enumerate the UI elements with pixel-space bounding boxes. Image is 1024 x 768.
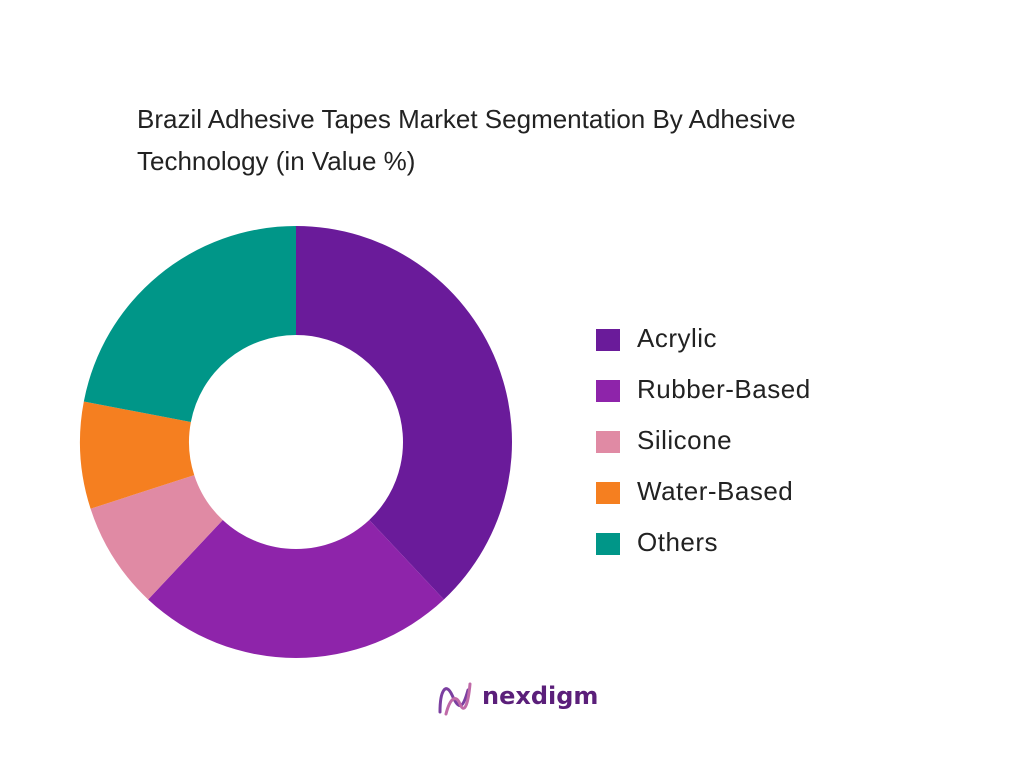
- logo-wave: [438, 687, 470, 714]
- logo-icon: [438, 682, 472, 716]
- legend-swatch: [596, 431, 620, 453]
- donut-segment: [83, 226, 296, 422]
- legend-swatch: [596, 533, 620, 555]
- legend-label: Silicone: [637, 425, 732, 455]
- donut-segment: [79, 401, 195, 509]
- legend-label: Acrylic: [637, 323, 717, 353]
- donut-segment: [296, 226, 512, 600]
- legend-label: Rubber-Based: [637, 374, 811, 404]
- legend-label: Water-Based: [637, 476, 793, 506]
- logo-text: nexdigm: [482, 682, 598, 710]
- legend-swatch: [596, 329, 620, 351]
- legend-label: Others: [637, 527, 718, 557]
- logo-wave: [444, 682, 472, 716]
- legend-swatch: [596, 380, 620, 402]
- donut-segment: [90, 475, 223, 600]
- legend-swatch: [596, 482, 620, 504]
- donut-segment: [148, 519, 444, 658]
- chart-title: Brazil Adhesive Tapes Market Segmentatio…: [137, 104, 796, 176]
